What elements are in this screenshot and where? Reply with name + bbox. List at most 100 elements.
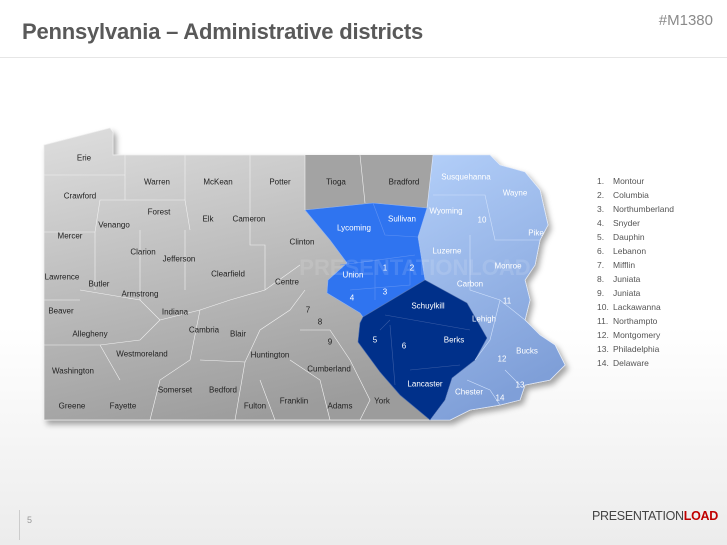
county-label: 6	[401, 341, 407, 351]
county-label: Pike	[528, 228, 544, 238]
county-label: Susquehanna	[441, 172, 491, 182]
legend-county: Columbia	[613, 190, 649, 200]
county-label: 11	[502, 296, 512, 306]
county-label: Butler	[88, 279, 110, 289]
legend-item: 4. Snyder	[597, 216, 674, 230]
legend-number: 6.	[597, 246, 605, 256]
county-label: Sullivan	[387, 214, 417, 224]
county-label: Schuylkill	[411, 301, 445, 311]
legend-county: Lebanon	[613, 246, 647, 256]
county-label: Clearfield	[211, 269, 245, 279]
legend-number: 8.	[597, 274, 605, 284]
legend-item: 9. Juniata	[597, 286, 674, 300]
county-label: 10	[477, 215, 487, 225]
county-label: York	[374, 396, 390, 406]
page-number: 5	[27, 515, 33, 525]
legend-number: 14.	[597, 358, 609, 368]
legend-item: 6. Lebanon	[597, 244, 674, 258]
county-label: Huntington	[250, 350, 290, 360]
county-label: Fayette	[109, 401, 137, 411]
product-code: #M1380	[658, 12, 713, 29]
legend-item: 1. Montour	[597, 174, 674, 188]
county-label: Jefferson	[162, 254, 196, 264]
county-label: Blair	[229, 329, 247, 339]
county-label: Greene	[58, 401, 86, 411]
county-label: 12	[497, 354, 507, 364]
county-label: 7	[305, 305, 311, 315]
legend-county: Juniata	[613, 288, 641, 298]
region-central	[304, 202, 428, 318]
county-label: Erie	[76, 153, 92, 163]
legend-number: 10.	[597, 302, 609, 312]
tioga-bradford	[305, 155, 433, 210]
county-label: Bucks	[516, 346, 538, 356]
legend-item: 12. Montgomery	[597, 328, 674, 342]
legend-number: 11.	[597, 316, 609, 326]
legend-county: Snyder	[613, 218, 640, 228]
legend-item: 8. Juniata	[597, 272, 674, 286]
county-label: Cameron	[232, 214, 266, 224]
legend-county: Northumberland	[613, 204, 674, 214]
legend-item: 3. Northumberland	[597, 202, 674, 216]
county-label: Centre	[274, 277, 300, 287]
county-label: Bradford	[388, 177, 420, 187]
logo-text-accent: LOAD	[683, 509, 719, 523]
county-label: Luzerne	[432, 246, 462, 256]
county-label: Warren	[144, 177, 170, 187]
header-divider	[0, 57, 727, 58]
county-label: McKean	[203, 177, 233, 187]
county-label: Union	[342, 270, 364, 280]
legend-county: Mifflin	[613, 260, 636, 270]
county-label: Berks	[443, 335, 465, 345]
county-label: Fulton	[243, 401, 267, 411]
county-label: Clinton	[289, 237, 315, 247]
county-label: 8	[317, 317, 323, 327]
county-borders	[44, 154, 371, 421]
watermark: PRESENTATIONLOAD	[299, 255, 530, 280]
legend-item: 11. Northampto	[597, 314, 674, 328]
legend-county: Montour	[613, 176, 645, 186]
legend-item: 7. Mifflin	[597, 258, 674, 272]
legend-item: 14. Delaware	[597, 356, 674, 370]
county-label: Westmoreland	[116, 349, 168, 359]
county-label: Washington	[52, 366, 94, 376]
county-label: Wayne	[502, 188, 528, 198]
page-title: Pennsylvania – Administrative districts	[22, 19, 423, 44]
county-label: Lancaster	[407, 379, 443, 389]
legend-county: Juniata	[613, 274, 641, 284]
county-label: Adams	[327, 401, 353, 411]
presentationload-logo: PRESENTATIONLOAD	[592, 509, 718, 523]
county-label: Carbon	[456, 279, 484, 289]
county-label: Cumberland	[307, 364, 351, 374]
logo-text: PRESENTATION	[592, 509, 684, 523]
legend-county: Northampto	[613, 316, 658, 326]
legend-number: 3.	[597, 204, 605, 214]
legend-number: 9.	[597, 288, 605, 298]
county-label: Armstrong	[121, 289, 159, 299]
county-label: Franklin	[279, 396, 309, 406]
legend-list: 1. Montour 2. Columbia 3. Northumberland 4. Sny…	[597, 174, 674, 370]
legend-county: Dauphin	[613, 232, 645, 242]
county-label: Chester	[454, 387, 484, 397]
legend-county: Delaware	[613, 358, 649, 368]
county-label: Crawford	[63, 191, 97, 201]
legend-number: 13.	[597, 344, 609, 354]
county-label: 1	[382, 263, 388, 273]
legend-number: 2.	[597, 190, 605, 200]
legend-county: Montgomery	[613, 330, 661, 340]
legend-item: 13. Philadelphia	[597, 342, 674, 356]
legend-number: 1.	[597, 176, 605, 186]
county-label: Somerset	[157, 385, 193, 395]
legend-county: Lackawanna	[613, 302, 661, 312]
county-label: Mercer	[57, 231, 83, 241]
county-label: Wyoming	[429, 206, 463, 216]
county-label: Lawrence	[44, 272, 80, 282]
county-label: Lycoming	[337, 223, 371, 233]
county-label: Monroe	[494, 261, 522, 271]
page-divider	[19, 510, 20, 540]
county-label: 13	[515, 380, 525, 390]
county-label: Allegheny	[72, 329, 108, 339]
county-label: Venango	[98, 220, 130, 230]
legend-item: 2. Columbia	[597, 188, 674, 202]
